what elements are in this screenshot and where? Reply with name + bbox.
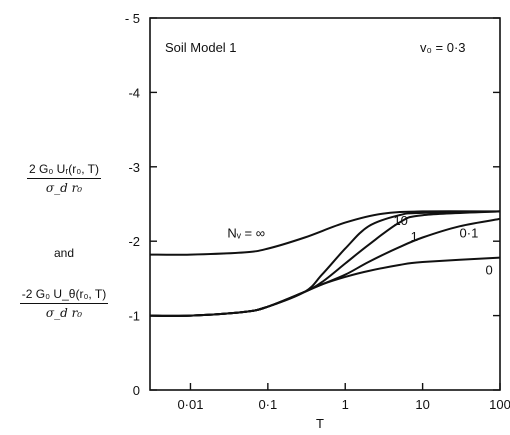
y-tick-label-0: 0 bbox=[133, 383, 140, 398]
y-label-lower: -2 G₀ U_θ(r₀, T) σ_d r₀ bbox=[19, 287, 109, 321]
y-axis-label: 2 G₀ Uᵣ(r₀, T) σ_d r₀ bbox=[2, 162, 126, 196]
series-label-3: 0·1 bbox=[460, 225, 479, 240]
x-ticks: 0·01 0·1 1 10 100 bbox=[177, 383, 510, 412]
annotation-poisson: v₀ = 0·3 bbox=[420, 40, 466, 55]
series-line-4 bbox=[149, 256, 501, 317]
series-line-1 bbox=[149, 210, 501, 317]
plot-frame bbox=[149, 17, 501, 391]
y-ticks: 0 -1 -2 -3 -4 - 5 bbox=[125, 11, 500, 398]
y-axis-label-lower: -2 G₀ U_θ(r₀, T) σ_d r₀ bbox=[2, 287, 126, 321]
y-label-lower-denominator: σ_d r₀ bbox=[45, 306, 83, 321]
series-label-2: 1 bbox=[411, 229, 418, 244]
series-label-4: 0 bbox=[486, 263, 493, 278]
x-tick-label-1: 0·1 bbox=[258, 397, 277, 412]
annotation-model: Soil Model 1 bbox=[165, 40, 237, 55]
x-tick-label-4: 100 bbox=[489, 397, 510, 412]
y-label-upper-denominator: σ_d r₀ bbox=[45, 181, 83, 196]
y-label-joiner: and bbox=[53, 246, 75, 260]
series-line-2 bbox=[149, 210, 501, 317]
y-tick-label-4: -4 bbox=[128, 85, 140, 100]
y-tick-label-3: -3 bbox=[128, 160, 140, 175]
x-tick-label-0: 0·01 bbox=[177, 397, 203, 412]
series-label-0: Nᵥ = ∞ bbox=[227, 225, 265, 240]
series-line-0 bbox=[149, 210, 501, 256]
y-tick-label-2: -2 bbox=[128, 234, 140, 249]
y-tick-label-1: -1 bbox=[128, 309, 140, 324]
series-labels: Nᵥ = ∞ 10 1 0·1 0 bbox=[227, 213, 492, 278]
y-label-upper-numerator: 2 G₀ Uᵣ(r₀, T) bbox=[27, 162, 101, 180]
x-tick-label-3: 10 bbox=[415, 397, 429, 412]
series-label-1: 10 bbox=[393, 213, 407, 228]
y-label-lower-numerator: -2 G₀ U_θ(r₀, T) bbox=[19, 287, 109, 305]
x-axis-label: T bbox=[316, 416, 324, 431]
series-lines bbox=[149, 210, 501, 317]
x-tick-label-2: 1 bbox=[342, 397, 349, 412]
y-tick-label-5: - 5 bbox=[125, 11, 140, 26]
y-label-upper: 2 G₀ Uᵣ(r₀, T) σ_d r₀ bbox=[27, 162, 101, 196]
series-line-3 bbox=[149, 217, 501, 317]
